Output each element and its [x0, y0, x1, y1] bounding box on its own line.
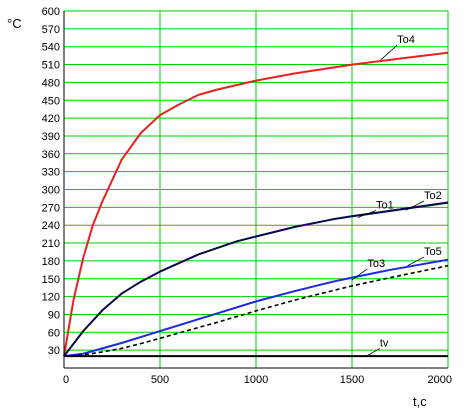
x-tick-label: 0 — [63, 374, 69, 386]
y-tick-label: 150 — [42, 274, 60, 286]
series-label-leader — [351, 268, 368, 281]
series-label-leader — [407, 256, 425, 267]
y-tick-label: 570 — [42, 24, 60, 36]
y-tick-label: 450 — [42, 95, 60, 107]
y-tick-label: 420 — [42, 113, 60, 125]
series-line-to4 — [63, 51, 449, 357]
series-label-leader — [357, 210, 377, 218]
series-label-tv: tv — [380, 338, 389, 350]
series-label-to5: To5 — [424, 246, 442, 258]
y-tick-label: 90 — [48, 309, 60, 321]
y-tick-label: 510 — [42, 60, 60, 72]
series-label-to4: To4 — [397, 34, 415, 46]
x-axis-label: t,c — [413, 394, 427, 409]
y-tick-label: 270 — [42, 202, 60, 214]
y-tick-label: 210 — [42, 238, 60, 250]
series-group — [63, 51, 449, 358]
y-tick-label: 330 — [42, 167, 60, 179]
series-label-to1: To1 — [376, 200, 394, 212]
y-tick-label: 480 — [42, 77, 60, 89]
y-tick-label: 120 — [42, 292, 60, 304]
series-line-to2 — [63, 201, 449, 357]
y-tick-label: 600 — [42, 6, 60, 18]
tick-labels: 30 60 90 120 150 180 210 240 270 300 330 360 390 420 4… — [42, 6, 452, 386]
x-tick-label: 2000 — [428, 374, 452, 386]
x-tick-label: 500 — [151, 374, 169, 386]
x-tick-label: 1000 — [244, 374, 268, 386]
series-line-to3 — [63, 258, 449, 358]
series-label-leader — [405, 200, 425, 211]
series-label-leader — [367, 348, 381, 356]
grid — [63, 10, 449, 368]
y-tick-label: 540 — [42, 42, 60, 54]
series-label-leader — [380, 44, 398, 61]
y-tick-label: 30 — [48, 345, 60, 357]
x-tick-label: 1500 — [340, 374, 364, 386]
axes — [63, 11, 448, 369]
series-line-to5 — [63, 264, 449, 357]
y-tick-label: 60 — [48, 327, 60, 339]
y-tick-label: 180 — [42, 256, 60, 268]
y-tick-label: 360 — [42, 149, 60, 161]
series-label-to3: To3 — [367, 258, 385, 270]
y-tick-label: 300 — [42, 185, 60, 197]
series-labels: To4 To1 To2 To3 To5 tv — [351, 34, 442, 356]
series-label-to2: To2 — [424, 190, 442, 202]
y-tick-label: 240 — [42, 220, 60, 232]
y-tick-label: 390 — [42, 131, 60, 143]
y-axis-label: °C — [7, 16, 22, 31]
